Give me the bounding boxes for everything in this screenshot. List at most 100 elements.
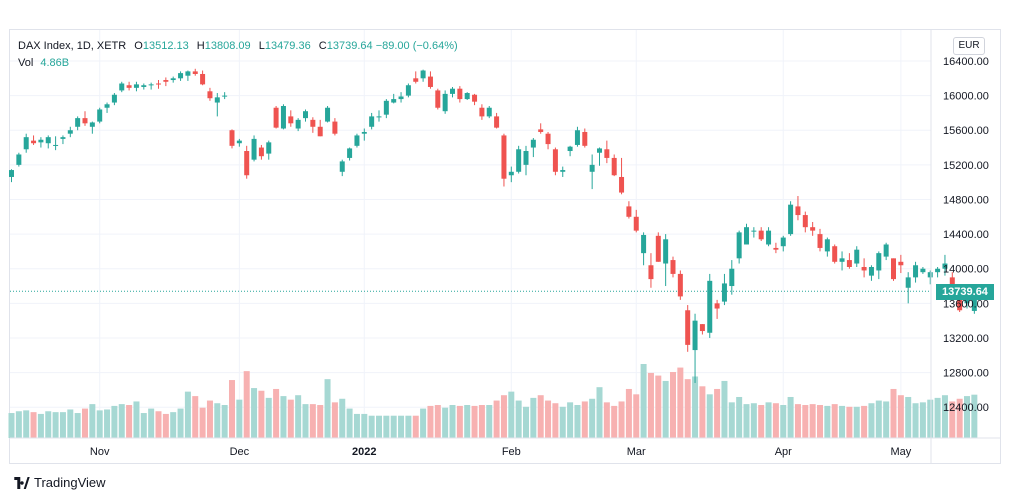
volume-bar xyxy=(118,404,125,438)
volume-bar xyxy=(287,399,294,438)
volume-bar xyxy=(324,379,331,438)
volume-bar xyxy=(295,395,302,438)
volume-bar xyxy=(390,415,397,438)
candle-body xyxy=(501,135,507,179)
volume-bar xyxy=(339,398,346,438)
candle-body xyxy=(619,176,625,193)
candle-body xyxy=(141,85,147,87)
volume-bar xyxy=(728,402,735,438)
candle-body xyxy=(494,116,500,128)
volume-bar xyxy=(912,403,919,438)
candle-body xyxy=(751,230,757,232)
volume-bar xyxy=(493,400,500,438)
candle-body xyxy=(104,104,110,108)
volume-bar xyxy=(552,403,559,438)
candle-body xyxy=(876,253,882,271)
volume-bar xyxy=(148,408,155,438)
candle-body xyxy=(920,268,926,273)
candle-body xyxy=(442,93,448,112)
volume-bar xyxy=(647,372,654,438)
candle-body xyxy=(648,265,654,280)
low-label: L xyxy=(258,40,265,52)
candle-body xyxy=(251,138,257,160)
volume-bar xyxy=(964,396,970,438)
volume-bar xyxy=(655,375,662,438)
volume-bar xyxy=(941,395,948,438)
candle-body xyxy=(964,298,970,304)
volume-bar xyxy=(905,396,912,438)
volume-bar xyxy=(706,394,713,438)
candle-body xyxy=(75,118,81,127)
volume-bar xyxy=(853,406,860,438)
candle-body xyxy=(817,234,823,248)
candle-body xyxy=(839,258,845,262)
volume-bar xyxy=(67,409,74,438)
x-tick-label: Nov xyxy=(90,446,110,458)
volume-bar xyxy=(794,404,801,438)
candle-body xyxy=(773,247,779,250)
volume-bar xyxy=(530,397,537,438)
candle-body xyxy=(288,116,294,124)
close-label: C xyxy=(318,40,327,52)
volume-bar xyxy=(302,404,309,438)
candle-body xyxy=(280,106,286,129)
volume-bar xyxy=(412,415,419,438)
volume-bar xyxy=(111,405,118,438)
open-label: O xyxy=(134,40,143,52)
volume-bar xyxy=(545,400,552,438)
volume-bar xyxy=(758,405,765,438)
x-tick-label: Mar xyxy=(627,446,646,458)
candle-body xyxy=(295,119,301,129)
volume-bar xyxy=(206,400,213,438)
y-tick-label: 15600.00 xyxy=(943,125,989,137)
volume-bar xyxy=(456,405,463,438)
volume-bar xyxy=(82,408,88,438)
volume-bar xyxy=(846,406,853,438)
volume-bar xyxy=(817,405,823,438)
tradingview-logo-icon xyxy=(14,476,30,489)
volume-bar xyxy=(603,402,610,438)
candle-body xyxy=(699,324,705,332)
candle-body xyxy=(156,83,161,85)
candle-body xyxy=(89,122,95,127)
candle-body xyxy=(45,137,51,144)
candle-body xyxy=(707,280,713,333)
candle-body xyxy=(641,234,647,254)
currency-button[interactable]: EUR xyxy=(953,37,985,55)
candle-body xyxy=(574,130,580,145)
candle-body xyxy=(824,239,830,252)
candle-body xyxy=(780,237,786,247)
candle-body xyxy=(310,119,316,127)
symbol-label: DAX Index, 1D, XETR xyxy=(18,40,127,52)
candle-body xyxy=(38,139,44,143)
candle-body xyxy=(935,268,941,273)
candle-body xyxy=(721,283,727,302)
volume-bar xyxy=(839,405,846,438)
volume-bar xyxy=(140,413,147,438)
candle-body xyxy=(633,216,639,231)
candle-body xyxy=(332,121,338,134)
candle-body xyxy=(361,131,367,134)
volume-bar xyxy=(831,404,838,438)
volume-bar xyxy=(824,405,831,438)
volume-bar xyxy=(787,396,794,438)
candle-body xyxy=(479,107,485,117)
candle-body xyxy=(545,133,551,145)
low-value: 13479.36 xyxy=(264,40,311,52)
tradingview-branding[interactable]: TradingView xyxy=(14,475,106,490)
volume-bar xyxy=(486,405,493,438)
y-tick-label: 13600.00 xyxy=(943,298,989,310)
volume-bar xyxy=(199,407,206,438)
candle-body xyxy=(971,291,977,311)
candle-body xyxy=(854,249,860,264)
y-tick-label: 12400.00 xyxy=(943,402,989,414)
candle-body xyxy=(163,80,169,82)
y-tick-label: 12800.00 xyxy=(943,368,989,380)
candle-body xyxy=(383,100,389,115)
volume-bar xyxy=(861,405,868,438)
candle-body xyxy=(655,235,661,262)
candle-body xyxy=(9,170,14,177)
candle-body xyxy=(192,71,198,74)
candle-body xyxy=(597,148,602,153)
